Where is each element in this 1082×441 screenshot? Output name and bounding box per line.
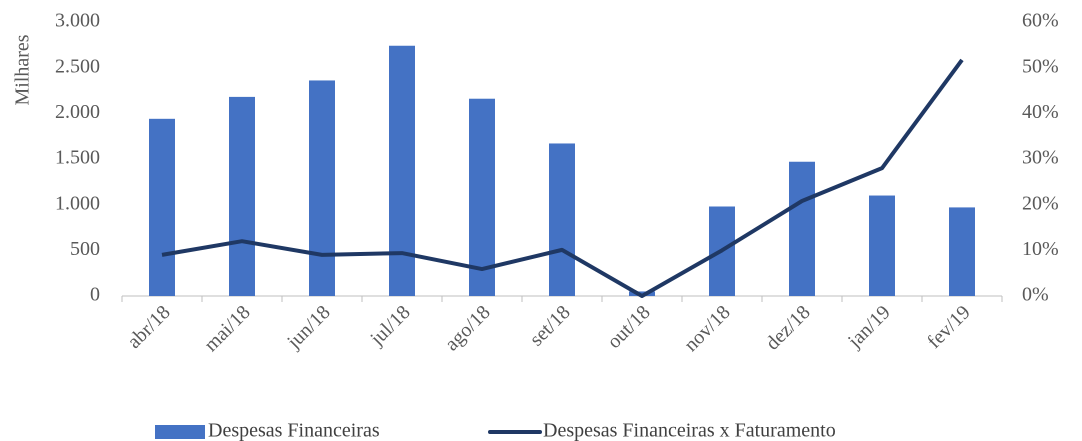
line bbox=[161, 58, 964, 298]
legend-swatch bbox=[155, 425, 205, 439]
y-tick-label: 2.500 bbox=[55, 55, 100, 77]
legend-label: Despesas Financeiras bbox=[208, 420, 380, 441]
y2-tick-label: 60% bbox=[1022, 10, 1059, 32]
legend-label: Despesas Financeiras x Faturamento bbox=[543, 420, 836, 441]
x-tick-label: set/18 bbox=[525, 301, 574, 350]
y2-tick-label: 50% bbox=[1022, 55, 1059, 77]
x-tick-label: out/18 bbox=[603, 301, 655, 353]
x-tick-label: dez/18 bbox=[762, 301, 815, 354]
y-tick-label: 1.500 bbox=[55, 147, 100, 169]
bar bbox=[229, 96, 255, 296]
bar bbox=[949, 207, 975, 296]
x-tick-label: mai/18 bbox=[200, 301, 255, 356]
x-tick-label: nov/18 bbox=[680, 301, 735, 356]
bar bbox=[549, 143, 575, 296]
y-tick-label: 500 bbox=[70, 238, 100, 260]
y2-tick-label: 10% bbox=[1022, 238, 1059, 260]
y2-tick-label: 30% bbox=[1022, 147, 1059, 169]
y-tick-label: 0 bbox=[90, 284, 100, 306]
bar bbox=[389, 45, 415, 296]
y-tick-label: 2.000 bbox=[55, 101, 100, 123]
y-tick-label: 1.000 bbox=[55, 192, 100, 214]
bar bbox=[869, 195, 895, 296]
x-tick-label: jan/19 bbox=[843, 301, 895, 353]
x-tick-label: jun/18 bbox=[282, 301, 334, 353]
y2-tick-label: 0% bbox=[1022, 284, 1049, 306]
x-tick-label: jul/18 bbox=[366, 301, 415, 350]
bar bbox=[789, 161, 815, 296]
bar bbox=[309, 80, 335, 296]
x-tick-label: fev/19 bbox=[923, 301, 975, 353]
y-tick-label: 3.000 bbox=[55, 10, 100, 32]
x-tick-label: ago/18 bbox=[441, 301, 495, 355]
x-tick-label: abr/18 bbox=[123, 301, 175, 353]
y2-tick-label: 20% bbox=[1022, 192, 1059, 214]
bar bbox=[149, 118, 175, 297]
legend: Despesas Financeiras Despesas Financeiras… bbox=[155, 420, 836, 441]
y-axis-label: Milhares bbox=[12, 34, 34, 105]
y2-tick-label: 40% bbox=[1022, 101, 1059, 123]
bar bbox=[469, 98, 495, 296]
